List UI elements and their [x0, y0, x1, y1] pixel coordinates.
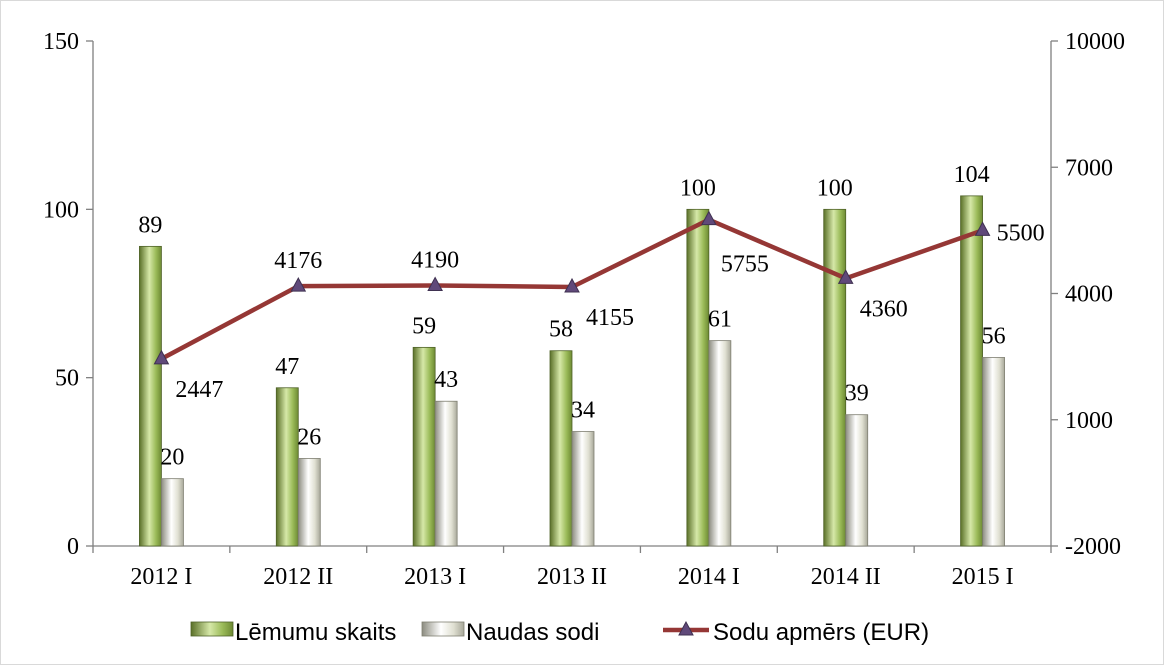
bar-naudas-sodi [434, 400, 458, 547]
y-right-tick-label: -2000 [1065, 534, 1121, 560]
legend-label: Naudas sodi [466, 619, 599, 646]
legend-swatch [421, 621, 465, 637]
data-label-naudas-sodi: 56 [982, 323, 1006, 349]
bar-naudas-sodi [708, 340, 732, 547]
bar-lemumu-skaits [686, 208, 710, 547]
y-right-tick-label: 4000 [1065, 282, 1113, 308]
y-right-tick-label: 10000 [1065, 29, 1125, 55]
data-label-lemumu-skaits: 100 [680, 175, 716, 201]
line-marker-sodu-apmers [837, 269, 854, 284]
data-label-lemumu-skaits: 100 [817, 175, 853, 201]
legend-swatch [190, 621, 234, 637]
data-label-naudas-sodi: 20 [160, 445, 184, 471]
bar-lemumu-skaits [275, 387, 299, 547]
x-tick-label: 2014 II [811, 564, 881, 590]
bar-naudas-sodi [161, 478, 184, 547]
x-tick-label: 2015 I [952, 564, 1014, 590]
y-right-tick-label: 7000 [1065, 155, 1113, 181]
bar-naudas-sodi [845, 414, 869, 547]
bar-lemumu-skaits [139, 245, 162, 547]
x-tick-label: 2013 I [404, 564, 466, 590]
bar-naudas-sodi [297, 458, 321, 547]
x-tick-label: 2013 II [537, 564, 607, 590]
data-label-sodu-apmers: 5500 [997, 220, 1045, 246]
line-marker-sodu-apmers [974, 221, 991, 236]
legend-label: Lēmumu skaits [235, 619, 396, 646]
data-label-naudas-sodi: 39 [845, 381, 869, 407]
bar-naudas-sodi [982, 357, 1005, 547]
y-left-tick-label: 100 [43, 197, 79, 223]
line-marker-sodu-apmers [564, 277, 580, 293]
data-label-naudas-sodi: 26 [297, 424, 321, 450]
x-tick-label: 2012 II [263, 564, 333, 590]
bar-lemumu-skaits [960, 195, 983, 547]
bar-lemumu-skaits [412, 346, 436, 547]
line-marker-sodu-apmers [701, 210, 717, 226]
legend-label: Sodu apmērs (EUR) [713, 619, 929, 646]
y-left-tick-label: 50 [55, 366, 79, 392]
data-label-lemumu-skaits: 104 [954, 162, 990, 188]
y-left-tick-label: 150 [43, 29, 79, 55]
data-label-naudas-sodi: 61 [708, 307, 732, 333]
data-label-lemumu-skaits: 59 [412, 313, 436, 339]
data-label-naudas-sodi: 43 [434, 367, 458, 393]
legend-item-lemumu-skaits: Lēmumu skaits [190, 619, 396, 646]
data-label-lemumu-skaits: 89 [138, 212, 162, 238]
y-left-tick-label: 0 [67, 534, 79, 560]
data-label-sodu-apmers: 5755 [721, 252, 769, 278]
data-label-lemumu-skaits: 58 [549, 317, 573, 343]
line-marker-sodu-apmers [153, 349, 170, 365]
data-label-sodu-apmers: 4176 [274, 248, 322, 274]
x-tick-label: 2012 I [130, 564, 192, 590]
line-marker-sodu-apmers [427, 276, 443, 292]
legend-marker [678, 620, 694, 636]
legend-item-sodu-apmers: Sodu apmērs (EUR) [663, 619, 929, 646]
data-label-lemumu-skaits: 47 [275, 354, 299, 380]
data-label-naudas-sodi: 34 [571, 398, 595, 424]
data-label-sodu-apmers: 4190 [411, 248, 459, 274]
bar-lemumu-skaits [823, 208, 847, 547]
bar-lemumu-skaits [549, 350, 573, 547]
y-right-tick-label: 1000 [1065, 408, 1113, 434]
data-label-sodu-apmers: 4360 [860, 296, 908, 322]
bar-naudas-sodi [571, 431, 595, 547]
data-label-sodu-apmers: 2447 [175, 377, 223, 403]
x-tick-label: 2014 I [678, 564, 740, 590]
line-marker-sodu-apmers [290, 277, 307, 292]
legend-item-naudas-sodi: Naudas sodi [421, 619, 599, 646]
data-label-sodu-apmers: 4155 [586, 305, 634, 331]
